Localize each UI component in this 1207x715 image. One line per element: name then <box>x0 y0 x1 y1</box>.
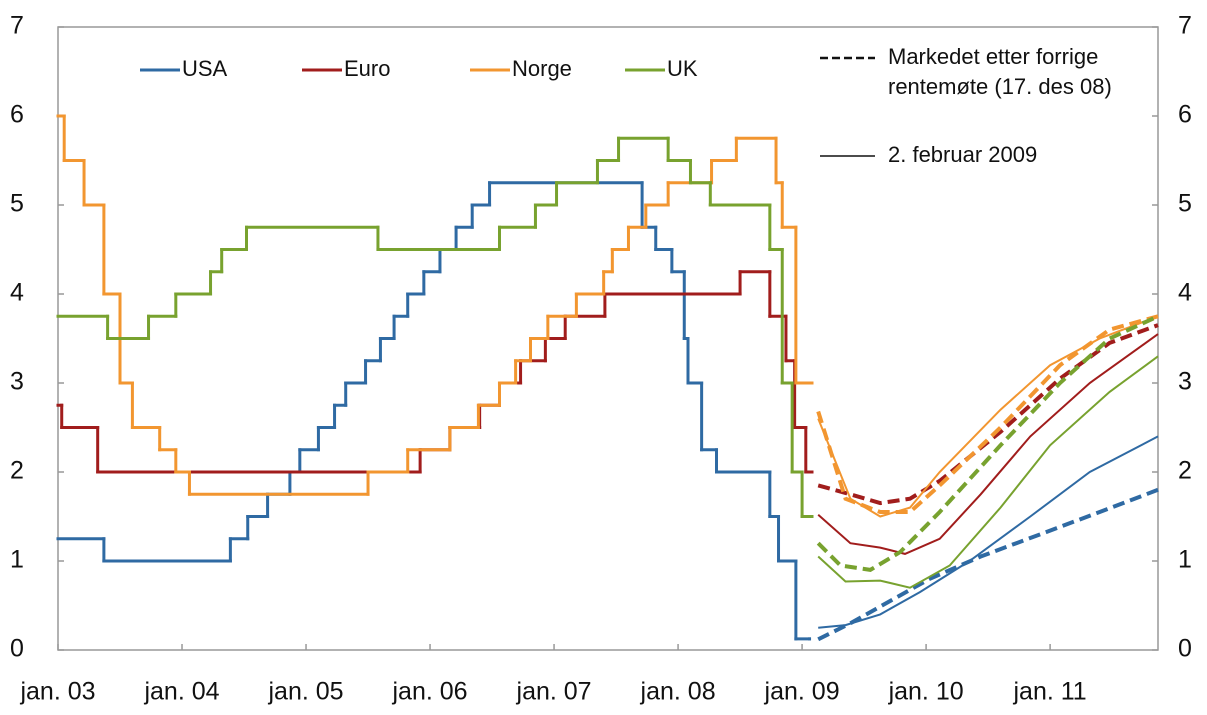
y-tick-label: 4 <box>10 279 24 307</box>
y2-tick-label: 1 <box>1178 546 1192 574</box>
forecast-line <box>817 323 1159 506</box>
legend-label: Euro <box>344 56 390 81</box>
y2-tick-label: 2 <box>1178 457 1192 485</box>
y-tick-label: 2 <box>10 457 24 485</box>
y-tick-label: 1 <box>10 546 24 574</box>
y2-tick-label: 4 <box>1178 279 1192 307</box>
y-tick-label: 3 <box>10 368 24 396</box>
legend-label: UK <box>667 56 698 81</box>
y2-tick-label: 0 <box>1178 635 1192 663</box>
legend-style-label: 2. februar 2009 <box>888 142 1037 167</box>
forecast-line <box>817 333 1159 555</box>
forecast-line <box>817 487 1159 642</box>
forecast-line <box>816 314 1159 572</box>
x-tick-label: jan. 10 <box>888 678 964 706</box>
legend-style-label: Markedet etter forrige <box>888 44 1098 69</box>
y2-tick-label: 7 <box>1178 12 1192 40</box>
y-tick-label: 7 <box>10 12 24 40</box>
plot-frame <box>57 26 1159 651</box>
legend-style-label: rentemøte (17. des 08) <box>888 74 1112 99</box>
forecast-line <box>817 315 1159 518</box>
x-tick-label: jan. 06 <box>392 678 468 706</box>
x-tick-label: jan. 11 <box>1012 678 1086 706</box>
y2-tick-label: 3 <box>1178 368 1192 396</box>
x-tick-label: jan. 07 <box>516 678 592 706</box>
x-tick-label: jan. 04 <box>143 678 219 706</box>
legend-label: USA <box>182 56 228 81</box>
legend-label: Norge <box>512 56 572 81</box>
y-tick-label: 6 <box>10 101 24 129</box>
forecast-line <box>817 355 1159 589</box>
x-tick-label: jan. 03 <box>19 678 95 706</box>
forecast-line <box>816 314 1159 514</box>
forecast-line <box>818 435 1159 629</box>
y-tick-label: 0 <box>10 635 24 663</box>
y2-tick-label: 6 <box>1178 101 1192 129</box>
y-tick-label: 5 <box>10 190 24 218</box>
x-tick-label: jan. 08 <box>640 678 716 706</box>
y2-tick-label: 5 <box>1178 190 1192 218</box>
x-tick-label: jan. 05 <box>267 678 343 706</box>
x-tick-label: jan. 09 <box>764 678 840 706</box>
